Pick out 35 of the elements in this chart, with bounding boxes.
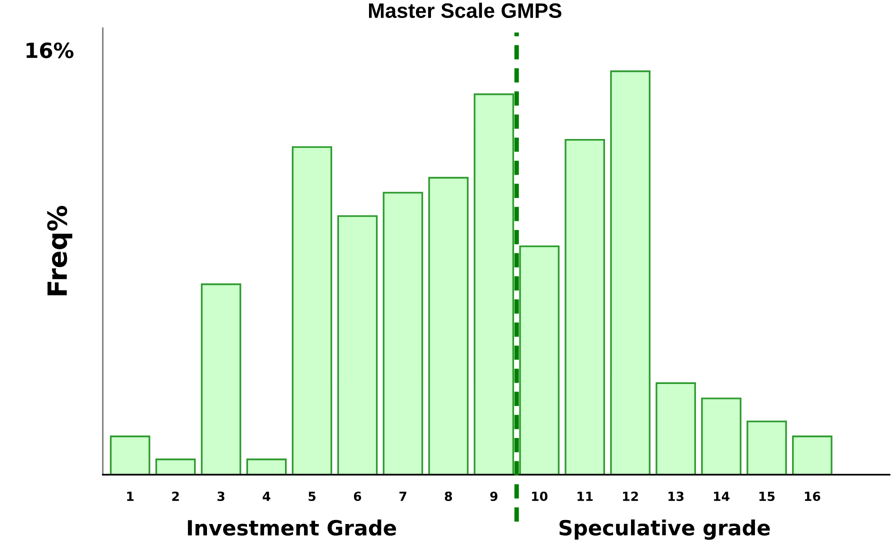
bar xyxy=(110,436,150,475)
y-axis-title: Freq% xyxy=(47,206,72,296)
text: Speculative grade xyxy=(560,519,770,540)
bar xyxy=(792,436,832,475)
x-tick-label: 11 xyxy=(578,492,593,501)
text: Investment Grade xyxy=(188,520,396,536)
x-tick-label: 9 xyxy=(490,492,498,502)
x-tick-label: 3 xyxy=(218,492,224,502)
bar xyxy=(428,176,469,475)
x-tick-label: 16 xyxy=(804,492,820,502)
bar xyxy=(292,146,332,475)
x-tick-label: 13 xyxy=(668,492,684,502)
x-tick-label: 8 xyxy=(444,492,452,502)
x-tick-label: 15 xyxy=(759,492,775,502)
x-tick-label: 2 xyxy=(172,492,179,501)
x-tick-label: 7 xyxy=(399,492,406,501)
bar xyxy=(656,382,696,475)
bar xyxy=(701,398,742,475)
x-tick-label: 14 xyxy=(714,492,730,501)
bar xyxy=(610,70,650,475)
x-tick-label: 4 xyxy=(262,492,270,501)
x-tick-label: 5 xyxy=(308,492,316,502)
bar xyxy=(246,458,287,475)
x-tick-label: 12 xyxy=(623,492,638,501)
bar xyxy=(746,420,787,475)
chart-title: Master Scale GMPS xyxy=(369,2,562,18)
bar xyxy=(337,215,378,475)
x-tick-label: 10 xyxy=(532,492,548,502)
bar xyxy=(200,283,242,475)
text: 16% xyxy=(26,42,74,58)
x-tick-label: 1 xyxy=(127,492,134,501)
bar xyxy=(564,138,606,475)
bar xyxy=(155,458,196,475)
bar xyxy=(382,192,424,475)
x-tick-label: 6 xyxy=(354,492,362,502)
